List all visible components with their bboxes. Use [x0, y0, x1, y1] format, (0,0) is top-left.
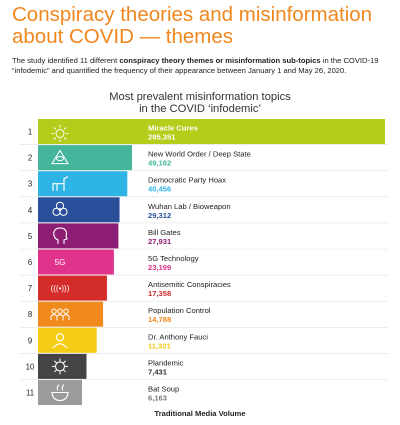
chart-title-line-1: Most prevalent misinformation topics	[109, 91, 291, 103]
category-label: Bat Soup	[148, 385, 179, 394]
category-label: Miracle Cures	[148, 124, 198, 133]
sparkle-ray	[63, 137, 67, 140]
head-profile-icon	[53, 227, 68, 244]
value-label: 40,456	[148, 185, 171, 194]
value-label: 17,358	[148, 289, 171, 298]
value-label: 49,162	[148, 159, 171, 168]
value-label: 295,351	[148, 133, 176, 142]
x-axis-label: Traditional Media Volume	[154, 409, 246, 418]
people-group-icon	[50, 308, 70, 321]
virus-spike	[62, 360, 67, 364]
virus-spike	[53, 369, 58, 373]
doctor-head	[55, 333, 65, 342]
bowl-icon	[51, 384, 69, 402]
rank-label: 7	[28, 284, 32, 293]
virus-spike	[53, 360, 58, 364]
page-title-line-2: about COVID — themes	[12, 25, 234, 48]
doctor-icon	[52, 333, 68, 349]
biohazard-lobe	[52, 207, 61, 216]
value-label: 7,431	[148, 367, 168, 376]
bar	[38, 353, 87, 379]
category-label: Wuhan Lab / Bioweapon	[148, 202, 231, 211]
person-head	[51, 308, 57, 314]
page-title-line-1: Conspiracy theories and misinformation	[12, 3, 373, 26]
category-label: Bill Gates	[148, 228, 181, 237]
pyramid-shape	[51, 149, 69, 165]
value-label: 6,163	[148, 394, 167, 403]
rank-label: 5	[28, 232, 33, 241]
value-label: 27,931	[148, 237, 172, 246]
person-head	[57, 308, 63, 314]
virus-spike	[62, 369, 67, 373]
rank-label: 11	[26, 389, 34, 398]
rank-label: 8	[28, 310, 32, 319]
rank-label: 2	[28, 154, 32, 163]
rank-label: 1	[28, 128, 32, 137]
person-body	[62, 314, 70, 321]
5g-icon-glyph: 5G	[55, 258, 66, 267]
eye-pyramid-icon	[51, 149, 69, 165]
virus-icon	[52, 358, 68, 375]
bar	[38, 119, 385, 144]
value-label: 23,199	[148, 263, 171, 272]
bar	[38, 145, 132, 171]
bar	[38, 197, 120, 223]
person-head	[63, 308, 69, 314]
steam-shape	[56, 384, 65, 391]
sparkle-ray	[53, 137, 57, 140]
category-label: New World Order / Deep State	[148, 150, 251, 159]
intro-part-2: in the COVID-19 “infodemic” and quantifi…	[12, 56, 379, 75]
page-title: Conspiracy theories and misinformation a…	[12, 4, 392, 48]
donkey-icon	[52, 176, 69, 191]
rank-label: 6	[28, 258, 32, 267]
eye-shape	[56, 156, 64, 162]
category-label: Dr. Anthony Fauci	[148, 332, 208, 341]
sparkle-icon	[51, 125, 69, 142]
chart-title-line-2: in the COVID ‘infodemic’	[139, 103, 261, 115]
biohazard-center	[58, 208, 62, 212]
5g-icon: 5G	[55, 258, 66, 267]
category-label: 5G Technology	[148, 254, 199, 263]
signal-waves-icon-glyph: (((•)))	[51, 284, 70, 293]
signal-waves-icon: (((•)))	[51, 284, 70, 293]
category-label: Democratic Party Hoax	[148, 176, 226, 185]
bar	[38, 223, 119, 249]
head-shape	[53, 227, 68, 244]
rank-label: 4	[28, 206, 33, 215]
category-label: Plandemic	[148, 358, 184, 367]
sparkle-ray	[53, 127, 57, 130]
bar	[38, 327, 97, 353]
sparkle-ray	[63, 127, 67, 130]
bar	[38, 171, 128, 197]
bowl-shape	[51, 391, 69, 402]
sparkle-core	[55, 129, 65, 138]
bar	[38, 249, 114, 275]
rank-label: 10	[26, 362, 35, 371]
rank-label: 3	[28, 180, 32, 189]
bar	[38, 275, 107, 301]
value-label: 29,312	[148, 211, 171, 220]
intro-bold: conspiracy theory themes or misinformati…	[119, 56, 321, 65]
intro-text: The study identified 11 different conspi…	[12, 56, 390, 76]
rank-label: 9	[28, 336, 32, 345]
donkey-shape	[52, 176, 69, 191]
category-label: Population Control	[148, 306, 211, 315]
biohazard-icon	[52, 201, 68, 216]
bar	[38, 301, 104, 327]
intro-part-1: The study identified 11 different	[12, 56, 120, 65]
value-label: 11,321	[148, 341, 172, 350]
category-label: Antisemitic Conspiracies	[148, 280, 231, 289]
doctor-body	[52, 343, 68, 349]
value-label: 14,788	[148, 315, 171, 324]
